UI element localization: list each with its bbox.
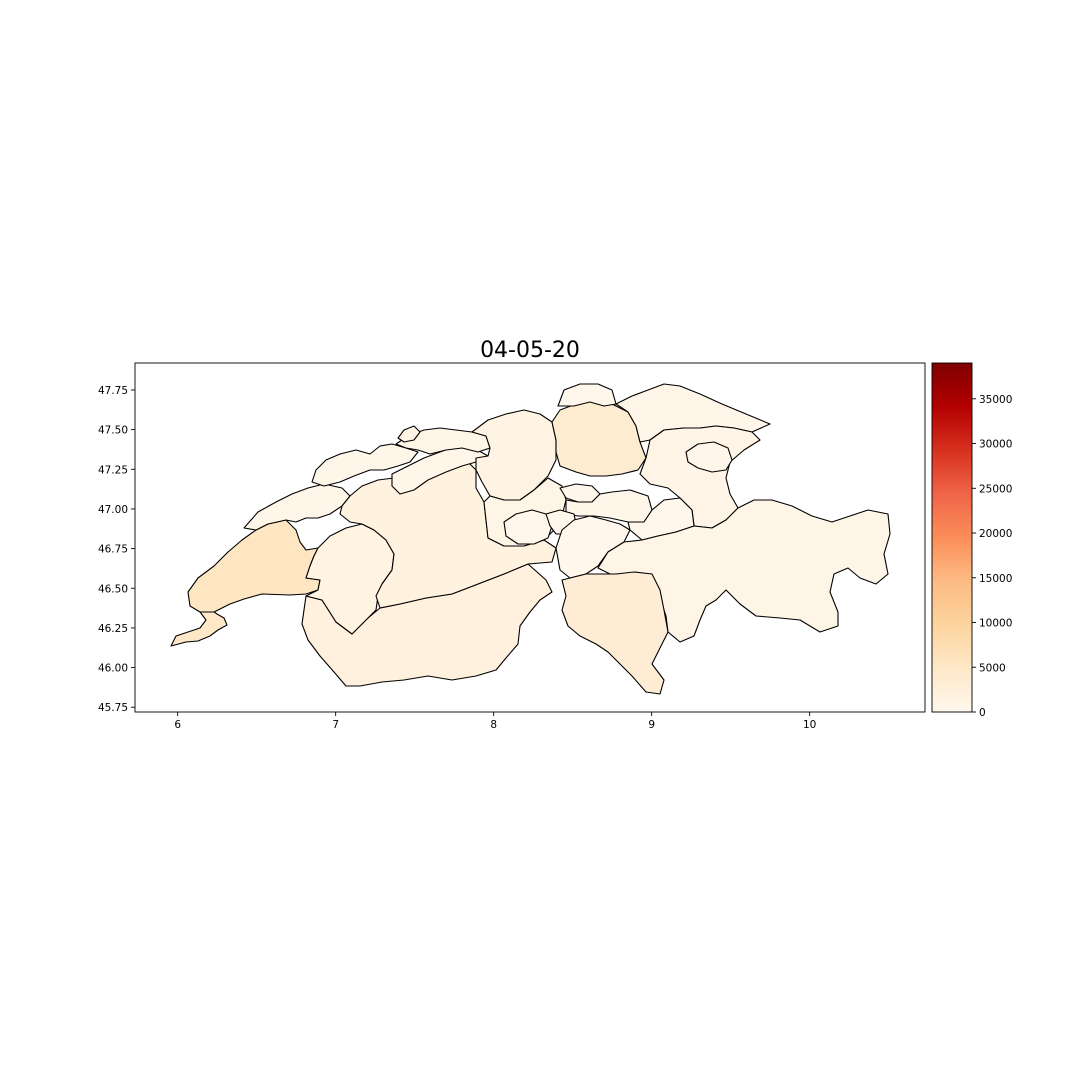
y-tick-label: 47.75	[98, 385, 128, 397]
y-axis-ticks: 45.75 46.00 46.25 46.50 46.75 47.00 47.25 47.50…	[98, 385, 135, 714]
colorbar-tick-label: 35000	[979, 394, 1012, 406]
x-tick-label: 7	[332, 719, 339, 731]
region-geneva[interactable]	[170, 608, 228, 647]
colorbar-tick-label: 30000	[979, 439, 1012, 451]
y-tick-label: 46.50	[98, 583, 128, 595]
region-obwalden[interactable]	[503, 509, 553, 545]
x-axis-ticks: 6 7 8 9 10	[174, 712, 816, 731]
colorbar-tick-label: 15000	[979, 573, 1012, 585]
colorbar-tick-label: 5000	[979, 662, 1006, 674]
y-tick-label: 46.00	[98, 663, 128, 675]
colorbar-tick-label: 25000	[979, 483, 1012, 495]
colorbar	[931, 362, 973, 713]
x-tick-label: 9	[648, 719, 655, 731]
x-tick-label: 6	[174, 719, 181, 731]
y-tick-label: 47.00	[98, 504, 128, 516]
y-tick-label: 46.25	[98, 623, 128, 635]
region-basel-stadt[interactable]	[397, 425, 421, 443]
region-appenzell[interactable]	[685, 441, 733, 473]
region-schaffhausen[interactable]	[557, 383, 617, 407]
regions-layer	[170, 383, 891, 695]
y-tick-label: 47.50	[98, 425, 128, 437]
region-jura[interactable]	[311, 443, 419, 487]
colorbar-tick-label: 0	[979, 707, 986, 719]
y-tick-label: 45.75	[98, 702, 128, 714]
y-tick-label: 47.25	[98, 464, 128, 476]
region-graubunden[interactable]	[597, 499, 891, 643]
colorbar-tick-label: 20000	[979, 528, 1012, 540]
region-ticino[interactable]	[561, 571, 669, 695]
colorbar-tick-label: 10000	[979, 618, 1012, 630]
colorbar-ticks: 0 5000 10000 15000 20000 25000 30000 35000	[972, 394, 1012, 719]
x-tick-label: 8	[490, 719, 497, 731]
map-title: 04-05-20	[480, 338, 580, 363]
region-st-gallen[interactable]	[639, 425, 761, 529]
y-tick-label: 46.75	[98, 544, 128, 556]
x-tick-label: 10	[803, 719, 816, 731]
